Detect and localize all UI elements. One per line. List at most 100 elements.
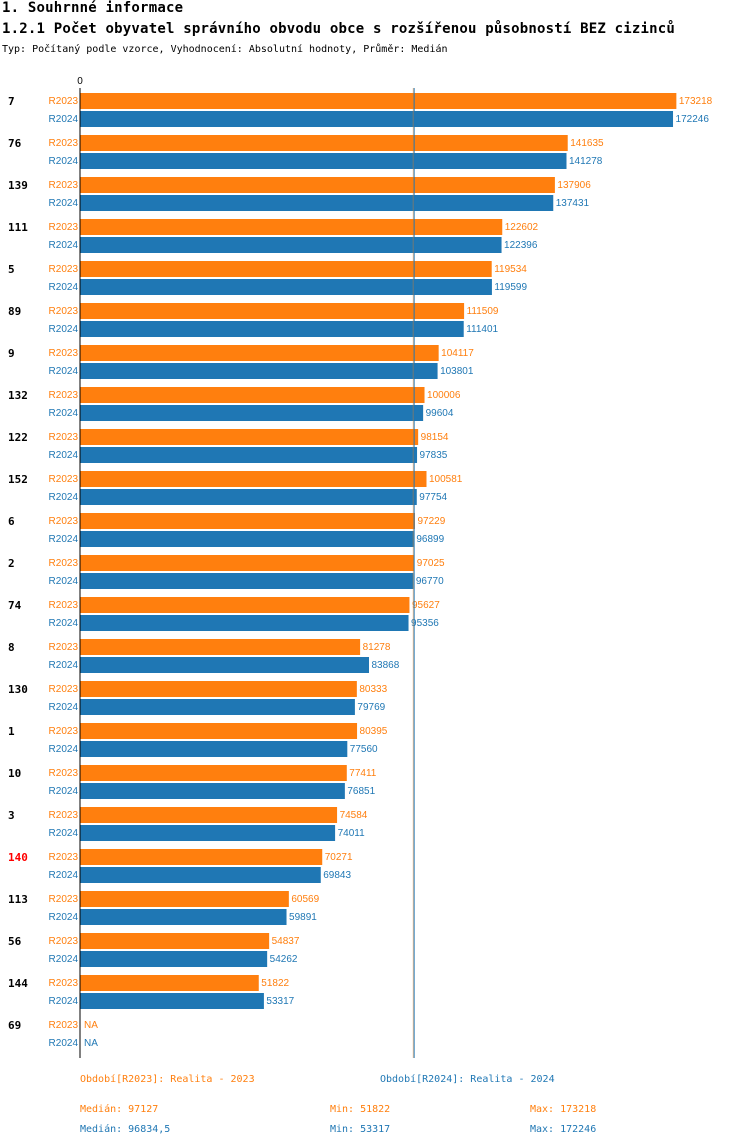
bar-r2023-76	[80, 135, 568, 151]
series-label-r2024-132: R2024	[49, 408, 79, 419]
bar-r2023-122	[80, 429, 419, 445]
chart-title: 1.2.1 Počet obyvatel správního obvodu ob…	[2, 21, 676, 37]
series-label-r2023-5: R2023	[49, 264, 79, 275]
category-label-8: 8	[8, 641, 15, 654]
series-label-r2023-6: R2023	[49, 516, 79, 527]
category-label-74: 74	[8, 599, 22, 612]
category-label-56: 56	[8, 935, 22, 948]
value-label-r2024-3: 74011	[338, 828, 366, 839]
value-label-r2024-89: 111401	[466, 324, 498, 335]
bar-r2023-8	[80, 639, 361, 655]
value-label-r2024-152: 97754	[419, 492, 447, 503]
value-label-r2023-69: NA	[84, 1020, 98, 1031]
category-label-89: 89	[8, 305, 21, 318]
bar-r2024-132	[80, 405, 424, 421]
value-label-r2023-130: 80333	[359, 684, 387, 695]
category-label-113: 113	[8, 893, 28, 906]
series-label-r2024-2: R2024	[49, 576, 79, 587]
bar-r2024-122	[80, 447, 418, 463]
value-label-r2024-5: 119599	[494, 282, 527, 293]
value-label-r2023-6: 97229	[417, 516, 445, 527]
bar-r2024-10	[80, 783, 345, 799]
value-label-r2023-74: 95627	[412, 600, 440, 611]
series-label-r2023-10: R2023	[49, 768, 79, 779]
series-label-r2024-111: R2024	[49, 240, 79, 251]
value-label-r2023-152: 100581	[429, 474, 463, 485]
bar-r2023-2	[80, 555, 415, 571]
series-label-r2024-140: R2024	[49, 870, 79, 881]
series-label-r2024-8: R2024	[49, 660, 79, 671]
category-label-140: 140	[8, 851, 28, 864]
series-label-r2023-7: R2023	[49, 96, 79, 107]
bar-r2023-7	[80, 93, 677, 109]
section-heading: 1. Souhrnné informace	[2, 0, 184, 16]
bar-r2023-113	[80, 891, 289, 907]
series-label-r2023-139: R2023	[49, 180, 79, 191]
bar-r2024-76	[80, 153, 567, 169]
bar-r2024-9	[80, 363, 438, 379]
bar-r2023-89	[80, 303, 465, 319]
series-label-r2023-111: R2023	[49, 222, 79, 233]
series-label-r2023-132: R2023	[49, 390, 79, 401]
value-label-r2024-8: 83868	[372, 660, 400, 671]
series-label-r2024-3: R2024	[49, 828, 79, 839]
bar-r2024-1	[80, 741, 348, 757]
value-label-r2023-113: 60569	[291, 894, 319, 905]
bar-r2024-144	[80, 993, 264, 1009]
value-label-r2023-10: 77411	[349, 768, 377, 779]
bar-r2024-89	[80, 321, 464, 337]
series-label-r2024-69: R2024	[49, 1038, 79, 1049]
series-label-r2024-1: R2024	[49, 744, 79, 755]
value-label-r2023-8: 81278	[363, 642, 391, 653]
series-label-r2024-139: R2024	[49, 198, 79, 209]
value-label-r2024-132: 99604	[426, 408, 454, 419]
bar-r2024-140	[80, 867, 321, 883]
value-label-r2023-140: 70271	[325, 852, 353, 863]
value-label-r2023-9: 104117	[441, 348, 474, 359]
category-label-139: 139	[8, 179, 28, 192]
category-label-76: 76	[8, 137, 22, 150]
stat-max-r2024: Max: 172246	[530, 1124, 597, 1135]
value-label-r2024-76: 141278	[569, 156, 603, 167]
category-label-144: 144	[8, 977, 28, 990]
value-label-r2023-122: 98154	[421, 432, 449, 443]
value-label-r2023-76: 141635	[570, 138, 604, 149]
chart-subtitle: Typ: Počítaný podle vzorce, Vyhodnocení:…	[2, 44, 448, 55]
value-label-r2023-111: 122602	[505, 222, 539, 233]
category-label-7: 7	[8, 95, 15, 108]
bar-r2023-6	[80, 513, 415, 529]
series-label-r2024-5: R2024	[49, 282, 79, 293]
value-label-r2023-1: 80395	[360, 726, 388, 737]
stat-median-r2023: Medián: 97127	[80, 1104, 159, 1115]
category-label-69: 69	[8, 1019, 21, 1032]
bar-r2024-7	[80, 111, 674, 127]
bar-r2023-140	[80, 849, 323, 865]
value-label-r2024-2: 96770	[416, 576, 444, 587]
bar-r2024-3	[80, 825, 336, 841]
value-label-r2023-89: 111509	[467, 306, 499, 317]
series-label-r2023-56: R2023	[49, 936, 79, 947]
bar-r2023-130	[80, 681, 357, 697]
bar-r2024-111	[80, 237, 502, 253]
series-label-r2023-76: R2023	[49, 138, 79, 149]
value-label-r2024-1: 77560	[350, 744, 378, 755]
series-label-r2024-113: R2024	[49, 912, 79, 923]
series-label-r2024-10: R2024	[49, 786, 79, 797]
value-label-r2024-56: 54262	[270, 954, 298, 965]
value-label-r2023-7: 173218	[679, 96, 713, 107]
series-label-r2023-130: R2023	[49, 684, 79, 695]
value-label-r2024-9: 103801	[440, 366, 474, 377]
series-label-r2023-122: R2023	[49, 432, 79, 443]
bar-r2024-5	[80, 279, 492, 295]
series-label-r2023-69: R2023	[49, 1020, 79, 1031]
category-label-10: 10	[8, 767, 21, 780]
bar-r2023-139	[80, 177, 555, 193]
stat-min-r2024: Min: 53317	[330, 1124, 391, 1135]
stat-max-r2023: Max: 173218	[530, 1104, 597, 1115]
series-label-r2023-9: R2023	[49, 348, 79, 359]
value-label-r2024-74: 95356	[411, 618, 439, 629]
series-label-r2023-1: R2023	[49, 726, 79, 737]
value-label-r2023-139: 137906	[557, 180, 591, 191]
bar-r2024-6	[80, 531, 414, 547]
series-label-r2024-6: R2024	[49, 534, 79, 545]
